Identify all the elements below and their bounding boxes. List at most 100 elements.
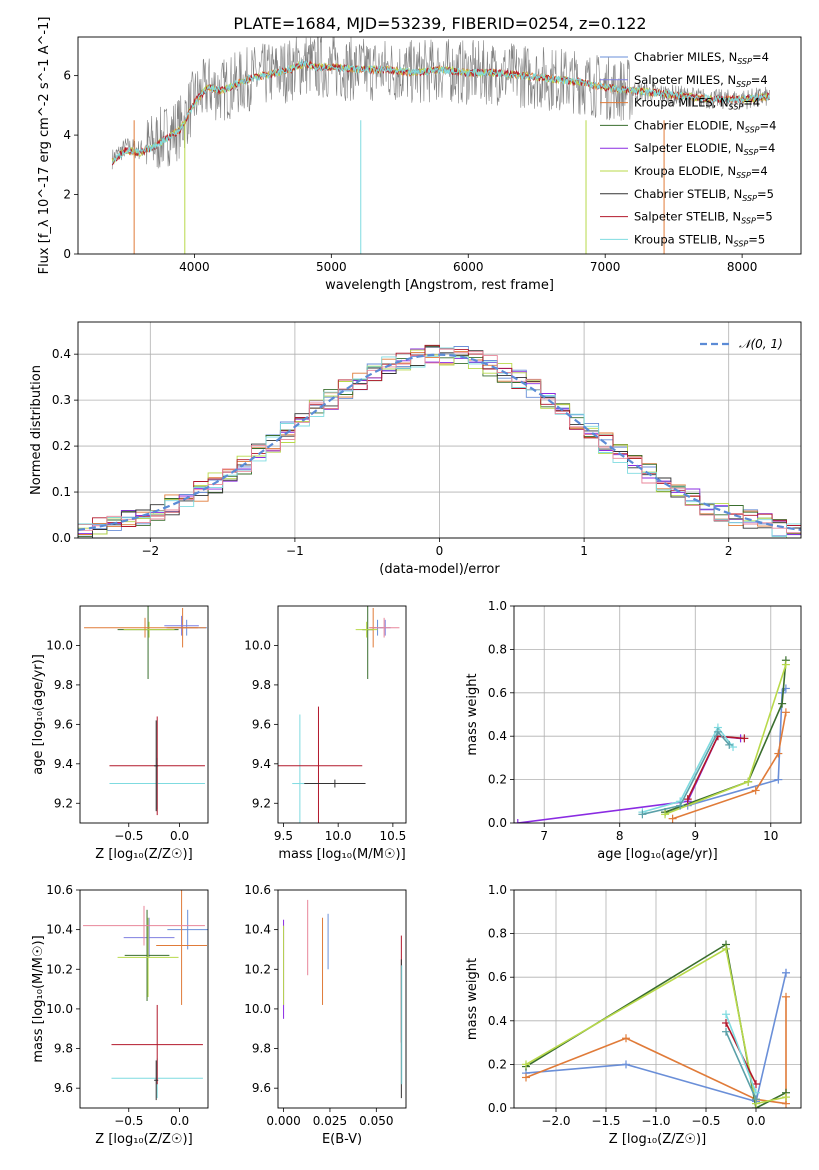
panel-residuals: −2 −1 0 1 2 0.0 0.1 0.2 0.3 0.4 (data-model)/error… — [29, 321, 802, 577]
axes-frame — [77, 321, 802, 539]
x-axis-label: Z [log₁₀(Z/Z☉)] — [95, 847, 192, 862]
x-tick-label: 2 — [725, 544, 733, 558]
y-tick-label: 1.0 — [488, 883, 507, 897]
x-tick-label: 0.025 — [313, 1114, 347, 1128]
x-tick-label: 8000 — [727, 260, 758, 274]
legend-label: Salpeter MILES, NSSP=4 — [634, 73, 768, 89]
legend-label: Chabrier STELIB, NSSP=5 — [634, 187, 774, 203]
y-tick-label: 9.6 — [54, 717, 73, 731]
x-tick-label: 8 — [616, 829, 624, 843]
y-tick-label: 0.0 — [488, 1101, 507, 1115]
y-tick-label: 0.2 — [488, 773, 507, 787]
weight-series — [725, 1031, 757, 1100]
weight-series — [725, 1014, 757, 1093]
x-tick-label: −0.5 — [691, 1114, 720, 1128]
panel-mass-vs-Z: −0.5 0.0 9.6 9.8 10.0 10.2 10.4 10.6 Z [log₁₀(Z/… — [31, 883, 209, 1147]
weight-series — [664, 660, 787, 813]
y-tick-label: 9.8 — [252, 678, 271, 692]
panel-massweight-vs-Z: −2.0 −1.5 −1.0 −0.5 0.0 0.0 0.2 0.4 0.6 0.8 1.0 Z [… — [465, 883, 802, 1147]
y-tick-label: 10.0 — [244, 638, 271, 652]
y-tick-label: 9.4 — [54, 757, 73, 771]
y-tick-label: 0.2 — [52, 439, 71, 453]
panel-mass-vs-ebv: 0.000 0.025 0.050 9.6 9.8 10.0 10.2 10.4 10.6 E(B… — [244, 883, 407, 1147]
y-tick-label: 9.8 — [252, 1042, 271, 1056]
legend-label: 𝒩(0, 1) — [739, 337, 783, 351]
weight-series — [525, 947, 787, 1105]
x-tick-label: 9.5 — [274, 829, 293, 843]
legend-label: Chabrier ELODIE, NSSP=4 — [634, 118, 776, 134]
x-tick-label: −1.5 — [591, 1114, 620, 1128]
x-axis-label: E(B-V) — [322, 1132, 362, 1147]
legend-label: Salpeter STELIB, NSSP=5 — [634, 210, 773, 226]
x-axis-label: age [log₁₀(age/yr)] — [597, 847, 718, 862]
x-tick-label: 1 — [580, 544, 588, 558]
x-tick-label: 10 — [763, 829, 778, 843]
y-tick-label: 9.2 — [54, 796, 73, 810]
x-tick-label: 0.050 — [359, 1114, 393, 1128]
axes-frame — [277, 889, 407, 1109]
y-tick-label: 0.3 — [52, 393, 71, 407]
x-tick-label: 10.0 — [325, 829, 352, 843]
x-tick-label: 0.000 — [266, 1114, 300, 1128]
y-tick-label: 0.4 — [488, 1014, 507, 1028]
legend-label: Kroupa STELIB, NSSP=5 — [634, 232, 765, 248]
x-tick-label: 7000 — [590, 260, 621, 274]
axes-frame — [277, 605, 407, 824]
model-spectrum — [111, 59, 770, 164]
x-tick-label: −1.0 — [641, 1114, 670, 1128]
legend-label: Chabrier MILES, NSSP=4 — [634, 50, 769, 66]
x-tick-label: 10.5 — [380, 829, 407, 843]
weight-series — [525, 972, 787, 1103]
plot-area — [283, 899, 403, 1099]
y-tick-label: 0.6 — [488, 686, 507, 700]
y-tick-label: 2 — [63, 188, 71, 202]
x-axis-label: Z [log₁₀(Z/Z☉)] — [609, 1132, 706, 1147]
y-axis-label: age [log₁₀(age/yr)] — [31, 654, 46, 775]
y-tick-label: 0.8 — [488, 927, 507, 941]
weight-series — [642, 726, 734, 813]
axes-frame — [79, 605, 209, 824]
axes-frame — [77, 36, 802, 255]
panel-massweight-vs-age: 7 8 9 10 0.0 0.2 0.4 0.6 0.8 1.0 age [log₁₀(age/yr… — [465, 599, 802, 862]
axes-frame — [513, 605, 802, 824]
x-tick-label: −2.0 — [541, 1114, 570, 1128]
y-tick-label: 10.2 — [46, 962, 73, 976]
x-tick-label: 6000 — [453, 260, 484, 274]
y-tick-label: 9.6 — [54, 1081, 73, 1095]
y-tick-label: 9.8 — [54, 678, 73, 692]
gaussian-curve — [78, 353, 801, 531]
x-axis-label: wavelength [Angstrom, rest frame] — [325, 278, 554, 293]
x-tick-label: 0.0 — [746, 1114, 765, 1128]
y-tick-label: 0.0 — [488, 816, 507, 830]
x-axis-label: Z [log₁₀(Z/Z☉)] — [95, 1132, 192, 1147]
y-tick-label: 10.0 — [46, 1002, 73, 1016]
axes-frame — [513, 889, 802, 1109]
legend-label: Kroupa ELODIE, NSSP=4 — [634, 164, 768, 180]
weight-series — [672, 712, 787, 820]
panel-spectrum: 4000 5000 6000 7000 8000 0 2 4 6 wavelength [Angs… — [37, 17, 802, 293]
x-tick-label: 7 — [540, 829, 548, 843]
y-tick-label: 0.8 — [488, 642, 507, 656]
y-tick-label: 1.0 — [488, 599, 507, 613]
y-axis-label: mass weight — [465, 958, 480, 1040]
y-tick-label: 10.0 — [244, 1002, 271, 1016]
panel-age-vs-Z: −0.5 0.0 9.2 9.4 9.6 9.8 10.0 Z [log₁₀(Z/Z☉)] ag… — [31, 605, 209, 862]
plot-area — [514, 656, 790, 823]
x-tick-label: 9 — [691, 829, 699, 843]
y-tick-label: 10.4 — [244, 923, 271, 937]
y-tick-label: 0 — [63, 247, 71, 261]
plot-area — [83, 890, 208, 1101]
plot-area — [111, 37, 770, 254]
x-axis-label: mass [log₁₀(M/M☉)] — [278, 847, 405, 862]
y-axis-label: Flux [f_λ 10^-17 erg cm^-2 s^-1 A^-1] — [37, 17, 52, 275]
x-tick-label: −1 — [286, 544, 304, 558]
x-tick-label: −0.5 — [114, 829, 143, 843]
plot-area — [278, 606, 400, 823]
y-axis-label: Normed distribution — [29, 365, 44, 495]
axes-frame — [79, 889, 209, 1109]
weight-series — [664, 687, 787, 813]
x-tick-label: 0 — [436, 544, 444, 558]
x-tick-label: −0.5 — [114, 1114, 143, 1128]
plot-area — [84, 606, 207, 816]
